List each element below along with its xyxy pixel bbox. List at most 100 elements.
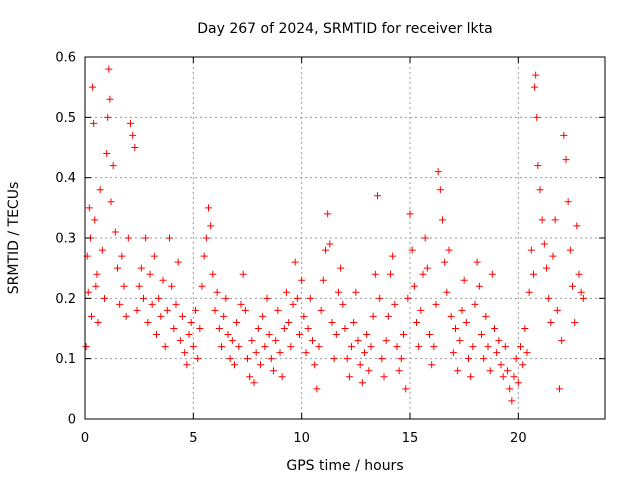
data-point [493, 349, 501, 357]
data-point [257, 361, 264, 369]
data-point [226, 355, 234, 363]
data-point [183, 361, 191, 369]
data-point [456, 337, 464, 345]
data-point [202, 234, 210, 242]
y-axis-label: SRMTID / TECUs [6, 182, 22, 295]
data-points [82, 65, 587, 405]
data-point [254, 325, 262, 332]
data-point [306, 294, 314, 302]
data-point [499, 373, 507, 381]
y-tick-label: 0.3 [55, 232, 76, 247]
data-point [579, 294, 587, 302]
data-point [447, 312, 455, 320]
data-point [465, 355, 472, 363]
data-point [326, 240, 334, 248]
data-point [382, 337, 390, 345]
data-point [304, 325, 312, 332]
data-point [105, 65, 113, 73]
y-tick-label: 0.6 [55, 51, 76, 66]
data-point [410, 282, 418, 290]
data-point [315, 343, 323, 351]
data-point [293, 294, 301, 302]
data-point [107, 198, 115, 206]
data-point [376, 294, 384, 302]
data-point [146, 270, 154, 278]
data-point [471, 300, 479, 308]
data-point [540, 240, 548, 248]
data-point [263, 294, 271, 302]
data-point [187, 318, 195, 326]
data-point [272, 337, 280, 345]
data-point [91, 216, 99, 224]
data-point [82, 343, 90, 351]
data-point [244, 355, 251, 363]
data-point [278, 373, 286, 381]
data-point [116, 300, 124, 308]
data-point [235, 343, 243, 351]
data-point [237, 300, 245, 308]
data-point [350, 318, 358, 326]
data-point [545, 294, 553, 302]
data-point [560, 131, 568, 139]
data-point [406, 210, 414, 218]
y-tick-label: 0.1 [55, 352, 76, 367]
data-point [517, 343, 524, 351]
data-point [389, 252, 397, 260]
data-point [439, 216, 446, 224]
data-point [497, 361, 505, 369]
data-point [135, 282, 143, 290]
data-point [462, 318, 470, 326]
data-point [185, 331, 193, 339]
data-point [159, 276, 167, 284]
data-point [337, 264, 345, 272]
data-point [265, 331, 273, 339]
data-point [473, 258, 481, 266]
data-point [419, 270, 427, 278]
data-point [549, 252, 557, 260]
data-point [445, 246, 453, 254]
data-point [510, 373, 518, 381]
data-point [89, 83, 97, 91]
data-point [533, 113, 541, 121]
data-point [124, 234, 132, 242]
data-point [311, 361, 319, 369]
data-point [415, 343, 423, 351]
data-point [506, 385, 514, 393]
data-point [127, 119, 134, 127]
data-point [252, 349, 260, 357]
data-point [426, 331, 433, 339]
data-point [469, 343, 477, 351]
data-point [209, 270, 217, 278]
data-point [564, 198, 572, 206]
data-point [302, 349, 310, 357]
data-point [467, 373, 475, 381]
data-point [93, 270, 101, 278]
data-point [144, 318, 152, 326]
data-point [538, 216, 546, 224]
data-point [345, 373, 353, 381]
data-point [280, 325, 288, 332]
data-point [527, 246, 535, 254]
data-point [101, 294, 108, 302]
data-point [140, 294, 147, 302]
data-point [475, 282, 483, 290]
data-point [423, 264, 431, 272]
data-point [224, 331, 232, 339]
data-point [348, 343, 355, 351]
data-point [248, 337, 256, 345]
data-point [536, 186, 544, 194]
data-point [514, 379, 522, 387]
data-point [356, 361, 364, 369]
data-point [189, 343, 197, 351]
data-point [92, 282, 100, 290]
data-point [402, 385, 410, 393]
data-point [491, 325, 498, 332]
data-point [341, 325, 349, 332]
data-point [391, 300, 399, 308]
data-point [551, 216, 559, 224]
data-point [330, 355, 338, 363]
data-point [246, 373, 254, 381]
data-point [150, 252, 158, 260]
data-point [166, 234, 173, 242]
data-point [367, 343, 375, 351]
